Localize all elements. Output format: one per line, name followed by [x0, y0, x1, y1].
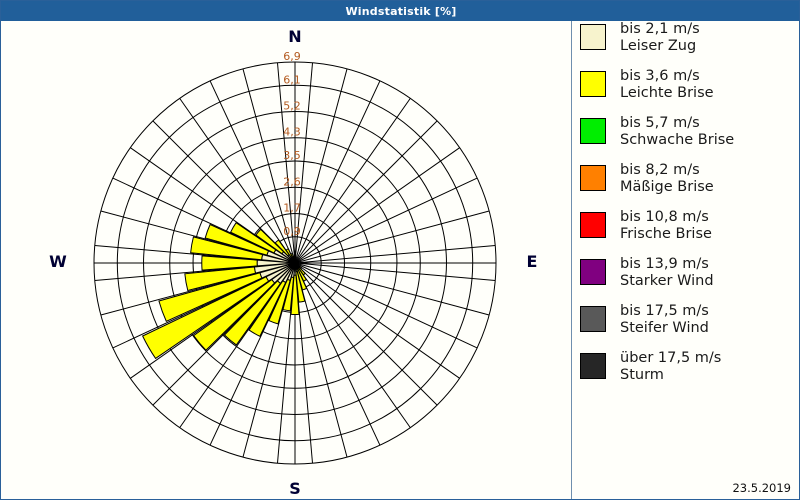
legend-speed-label: über 17,5 m/s	[620, 350, 722, 366]
radial-tick-label: 1,7	[283, 201, 301, 214]
wind-rose-sector	[201, 255, 258, 271]
wind-rose-plot-area: 0,9 1,7 2,6 3,5 4,3 5,2 6,1 6,9 N E S W	[1, 21, 569, 499]
legend-label: bis 2,1 m/s Leiser Zug	[620, 21, 700, 55]
legend-item: bis 3,6 m/s Leichte Brise	[580, 68, 799, 112]
grid-spoke	[276, 62, 296, 264]
grid-spoke	[294, 262, 438, 406]
legend-color-swatch	[580, 165, 606, 191]
legend-label: bis 3,6 m/s Leichte Brise	[620, 68, 714, 102]
radial-tick-label: 2,6	[283, 175, 301, 188]
wind-rose-sector	[223, 280, 282, 346]
grid-spoke	[294, 147, 460, 264]
legend-speed-label: bis 10,8 m/s	[620, 209, 709, 225]
grid-spoke	[294, 262, 460, 379]
wind-rose-sector	[192, 278, 276, 351]
grid-spoke	[294, 262, 381, 446]
window-title-bar: Windstatistik [%]	[1, 1, 799, 21]
compass-label-east: E	[526, 252, 538, 271]
radial-tick-label: 6,1	[283, 73, 301, 86]
legend-label: bis 8,2 m/s Mäßige Brise	[620, 162, 714, 196]
grid-spoke	[242, 68, 296, 264]
wind-rose-sector	[141, 276, 270, 360]
window-title: Windstatistik [%]	[345, 4, 457, 18]
legend-speed-label: bis 3,6 m/s	[620, 68, 700, 84]
legend-label: bis 10,8 m/s Frische Brise	[620, 209, 712, 243]
grid-spoke	[294, 98, 411, 264]
radial-tick-label: 6,9	[283, 50, 301, 63]
legend-color-swatch	[580, 212, 606, 238]
grid-spoke	[179, 98, 296, 264]
legend-speed-label: bis 8,2 m/s	[620, 162, 700, 178]
legend-color-swatch	[580, 24, 606, 50]
legend-item: bis 8,2 m/s Mäßige Brise	[580, 162, 799, 206]
legend-list: bis 2,1 m/s Leiser Zug bis 3,6 m/s Leichte …	[572, 21, 799, 394]
legend-name-label: Starker Wind	[620, 273, 714, 289]
legend-item: bis 13,9 m/s Starker Wind	[580, 256, 799, 300]
legend-name-label: Mäßige Brise	[620, 179, 714, 195]
grid-spoke	[209, 80, 296, 264]
grid-spoke	[294, 244, 496, 264]
wind-rose-sector	[292, 255, 296, 262]
wind-rose-sector	[184, 266, 257, 292]
legend-name-label: Steifer Wind	[620, 320, 709, 336]
compass-label-north: N	[288, 27, 302, 46]
wind-rose-sector	[204, 223, 270, 256]
grid-spoke	[294, 80, 381, 264]
legend-item: bis 5,7 m/s Schwache Brise	[580, 115, 799, 159]
legend-speed-label: bis 2,1 m/s	[620, 21, 700, 37]
legend-color-swatch	[580, 353, 606, 379]
radial-tick-label: 5,2	[283, 100, 301, 113]
radial-tick-label: 0,9	[283, 225, 301, 238]
legend-item: bis 17,5 m/s Steifer Wind	[580, 303, 799, 347]
legend-label: über 17,5 m/s Sturm	[620, 350, 721, 384]
legend-color-swatch	[580, 306, 606, 332]
grid-spoke	[294, 262, 411, 428]
wind-rose-sector	[190, 236, 264, 261]
wind-rose-sectors	[141, 221, 308, 360]
radial-tick-label: 4,3	[283, 126, 301, 139]
radial-tick-label: 3,5	[283, 149, 301, 162]
legend-name-label: Leiser Zug	[620, 38, 697, 54]
legend-speed-label: bis 13,9 m/s	[620, 256, 709, 272]
legend-color-swatch	[580, 259, 606, 285]
compass-label-west: W	[49, 252, 67, 271]
legend-speed-label: bis 5,7 m/s	[620, 115, 700, 131]
grid-spoke	[294, 262, 478, 349]
legend-item: über 17,5 m/s Sturm	[580, 350, 799, 394]
legend-name-label: Leichte Brise	[620, 85, 714, 101]
legend-name-label: Schwache Brise	[620, 132, 735, 148]
wind-rose-sector	[158, 272, 263, 323]
legend-label: bis 5,7 m/s Schwache Brise	[620, 115, 734, 149]
wind-rose-chart: 0,9 1,7 2,6 3,5 4,3 5,2 6,1 6,9	[93, 50, 497, 465]
legend-label: bis 17,5 m/s Steifer Wind	[620, 303, 709, 337]
grid-spoke	[294, 68, 348, 264]
grid-spoke	[294, 62, 314, 264]
legend-label: bis 13,9 m/s Starker Wind	[620, 256, 714, 290]
grid-spoke	[294, 262, 490, 316]
grid-spoke	[294, 120, 438, 264]
legend-item: bis 10,8 m/s Frische Brise	[580, 209, 799, 253]
grid-spoke	[294, 210, 490, 264]
grid-spoke	[294, 177, 478, 264]
radial-axis-labels: 0,9 1,7 2,6 3,5 4,3 5,2 6,1 6,9	[283, 50, 301, 238]
date-stamp: 23.5.2019	[732, 481, 791, 495]
legend-color-swatch	[580, 118, 606, 144]
legend-panel: bis 2,1 m/s Leiser Zug bis 3,6 m/s Leichte …	[571, 21, 799, 499]
legend-color-swatch	[580, 71, 606, 97]
legend-speed-label: bis 17,5 m/s	[620, 303, 709, 319]
compass-label-south: S	[289, 479, 301, 498]
grid-spoke	[294, 262, 496, 282]
legend-item: bis 2,1 m/s Leiser Zug	[580, 21, 799, 65]
legend-name-label: Sturm	[620, 367, 664, 383]
legend-name-label: Frische Brise	[620, 226, 712, 242]
